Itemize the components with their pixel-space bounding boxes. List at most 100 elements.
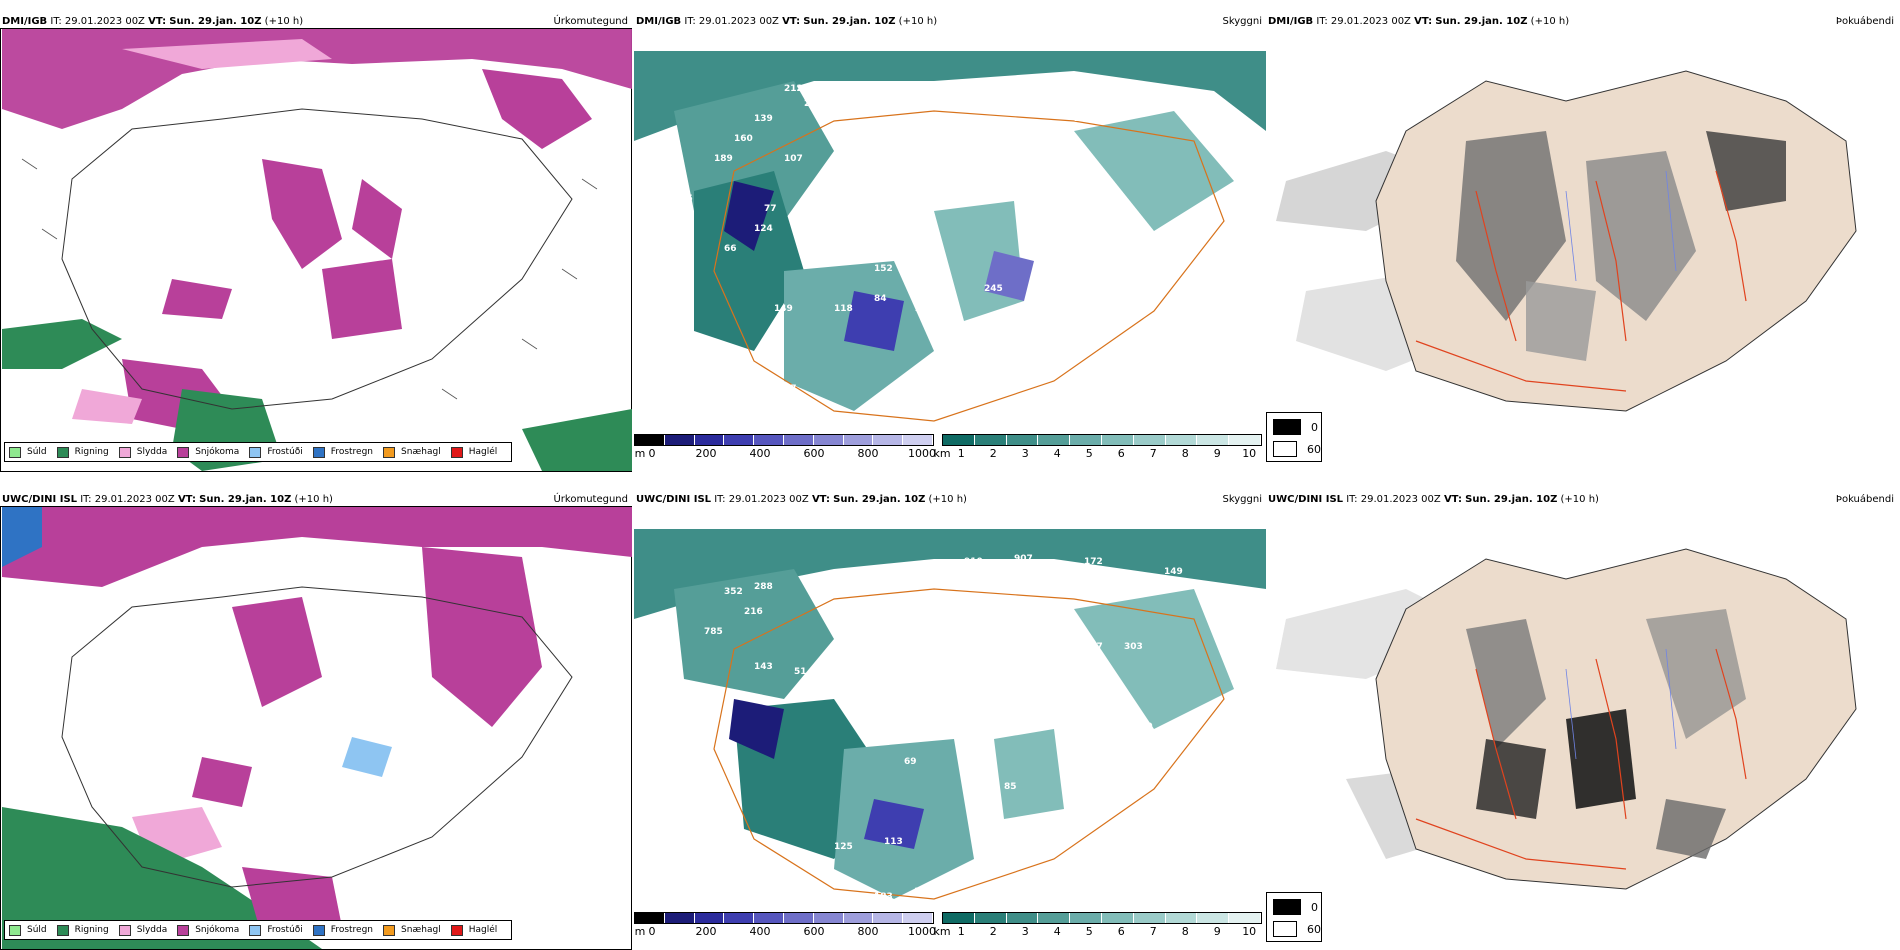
svg-text:123: 123: [664, 374, 683, 384]
legend-item-snaehagl: Snæhagl: [383, 924, 441, 936]
legend-item-snjokoma: Snjókoma: [177, 924, 239, 936]
cloud-base-colorbar: m 0 200 400 600 800 1000: [634, 434, 936, 460]
legend-item-rigning: Rigning: [56, 446, 109, 458]
svg-text:300: 300: [714, 852, 733, 862]
svg-text:907: 907: [1014, 554, 1033, 564]
svg-text:84: 84: [874, 294, 887, 304]
svg-text:240: 240: [754, 424, 773, 434]
cloud-base-colorbar: m 0 200 400 600 800 1000: [634, 912, 936, 938]
precip-type-panel-dmi: DMI/IGB IT: 29.01.2023 00Z VT: Sun. 29.j…: [0, 12, 632, 472]
svg-text:943: 943: [1044, 582, 1063, 592]
legend-item-frostudi: Frostúði: [249, 924, 303, 936]
svg-text:149: 149: [1164, 567, 1183, 577]
fog-legend: 0 60: [1266, 892, 1322, 942]
precip-type-map: [2, 29, 632, 471]
svg-text:372: 372: [1054, 632, 1073, 642]
svg-text:172: 172: [1084, 557, 1103, 567]
svg-text:162: 162: [1054, 184, 1073, 194]
legend-item-slydda: Slydda: [118, 446, 167, 458]
panel-header: DMI/IGB IT: 29.01.2023 00Z VT: Sun. 29.j…: [636, 16, 938, 27]
svg-text:139: 139: [754, 114, 773, 124]
map-frame: [0, 506, 632, 950]
legend-item-slydda: Slydda: [118, 924, 167, 936]
panel-header: UWC/DINI ISL IT: 29.01.2023 00Z VT: Sun.…: [2, 494, 333, 505]
svg-text:107: 107: [784, 154, 803, 164]
legend-item-snaehagl: Snæhagl: [383, 446, 441, 458]
legend-item-frostregn: Frostregn: [312, 446, 373, 458]
init-time: 29.01.2023 00Z: [64, 16, 145, 27]
cloud-visibility-panel-dmi: DMI/IGB IT: 29.01.2023 00Z VT: Sun. 29.j…: [634, 12, 1266, 472]
legend-item-sudd: Súld: [9, 446, 47, 458]
svg-text:89: 89: [794, 444, 807, 454]
svg-text:77: 77: [764, 204, 777, 214]
svg-text:97: 97: [784, 384, 797, 394]
svg-text:407: 407: [1084, 642, 1103, 652]
svg-text:849: 849: [1134, 722, 1153, 732]
fog-map: [1266, 41, 1898, 461]
svg-text:212: 212: [784, 84, 803, 94]
precip-type-map: [2, 507, 632, 949]
svg-text:910: 910: [964, 557, 983, 567]
legend-item-frostregn: Frostregn: [312, 924, 373, 936]
svg-text:150: 150: [914, 887, 933, 897]
cloud-base-labels: 910 907 172 149 352 288 216 785 129 320 51 143 88…: [694, 554, 1183, 902]
svg-text:155: 155: [1044, 647, 1063, 657]
fog-panel-dmi: DMI/IGB IT: 29.01.2023 00Z VT: Sun. 29.j…: [1266, 12, 1898, 472]
svg-text:183: 183: [874, 892, 893, 902]
svg-text:785: 785: [704, 627, 723, 637]
legend-item-haglel: Haglél: [450, 446, 497, 458]
svg-text:188: 188: [1104, 109, 1123, 119]
legend-item-snjokoma: Snjókoma: [177, 446, 239, 458]
svg-text:152: 152: [874, 264, 893, 274]
panel-title: Skyggni: [1222, 16, 1262, 27]
panel-title: Úrkomutegund: [553, 16, 628, 27]
precip-type-panel-uwc: UWC/DINI ISL IT: 29.01.2023 00Z VT: Sun.…: [0, 490, 632, 950]
svg-text:105: 105: [674, 194, 693, 204]
svg-text:303: 303: [1124, 642, 1143, 652]
visibility-colorbar: km 1 2 3 4 5 6 7 8 9 10: [933, 912, 1262, 938]
svg-text:113: 113: [884, 837, 903, 847]
svg-text:118: 118: [834, 304, 853, 314]
visibility-scale: [942, 434, 1262, 446]
svg-text:124: 124: [754, 224, 773, 234]
svg-text:299: 299: [804, 99, 823, 109]
fog-panel-uwc: UWC/DINI ISL IT: 29.01.2023 00Z VT: Sun.…: [1266, 490, 1898, 950]
cloud-visibility-panel-uwc: UWC/DINI ISL IT: 29.01.2023 00Z VT: Sun.…: [634, 490, 1266, 950]
panel-title: Þokuábendi: [1835, 16, 1894, 27]
map-frame: [0, 28, 632, 472]
panel-header: DMI/IGB IT: 29.01.2023 00Z VT: Sun. 29.j…: [2, 16, 303, 27]
cloud-base-scale: [634, 434, 934, 446]
fog-legend: 0 60: [1266, 412, 1322, 462]
svg-text:216: 216: [744, 607, 763, 617]
svg-text:410: 410: [1094, 672, 1113, 682]
svg-text:69: 69: [904, 757, 917, 767]
svg-text:51: 51: [794, 667, 807, 677]
panel-header: UWC/DINI ISL IT: 29.01.2023 00Z VT: Sun.…: [636, 494, 967, 505]
svg-text:125: 125: [834, 842, 853, 852]
visibility-colorbar: km 1 2 3 4 5 6 7 8 9 10: [933, 434, 1262, 460]
legend-item-sudd: Súld: [9, 924, 47, 936]
svg-text:143: 143: [754, 662, 773, 672]
cloud-visibility-map: 910 907 172 149 352 288 216 785 129 320 51 143 88…: [634, 529, 1266, 902]
svg-text:288: 288: [754, 582, 773, 592]
svg-text:240: 240: [694, 867, 713, 877]
fog-map: [1266, 519, 1898, 939]
model-name: UWC/DINI ISL: [2, 494, 78, 505]
precip-type-legend: Súld Rigning Slydda Snjókoma Frostúði Fr…: [4, 442, 513, 462]
legend-item-rigning: Rigning: [56, 924, 109, 936]
svg-text:214: 214: [1074, 114, 1093, 124]
visibility-unit: km: [933, 447, 951, 460]
precip-type-legend: Súld Rigning Slydda Snjókoma Frostúði Fr…: [4, 920, 513, 940]
panel-header: UWC/DINI ISL IT: 29.01.2023 00Z VT: Sun.…: [1268, 494, 1599, 505]
svg-text:88: 88: [884, 717, 897, 727]
legend-item-frostudi: Frostúði: [249, 446, 303, 458]
it-label: IT:: [50, 16, 62, 27]
panel-title: Skyggni: [1222, 494, 1262, 505]
svg-text:160: 160: [734, 134, 753, 144]
svg-text:404: 404: [1074, 194, 1093, 204]
svg-text:131: 131: [944, 104, 963, 114]
svg-text:100: 100: [994, 104, 1013, 114]
svg-text:77: 77: [914, 304, 927, 314]
